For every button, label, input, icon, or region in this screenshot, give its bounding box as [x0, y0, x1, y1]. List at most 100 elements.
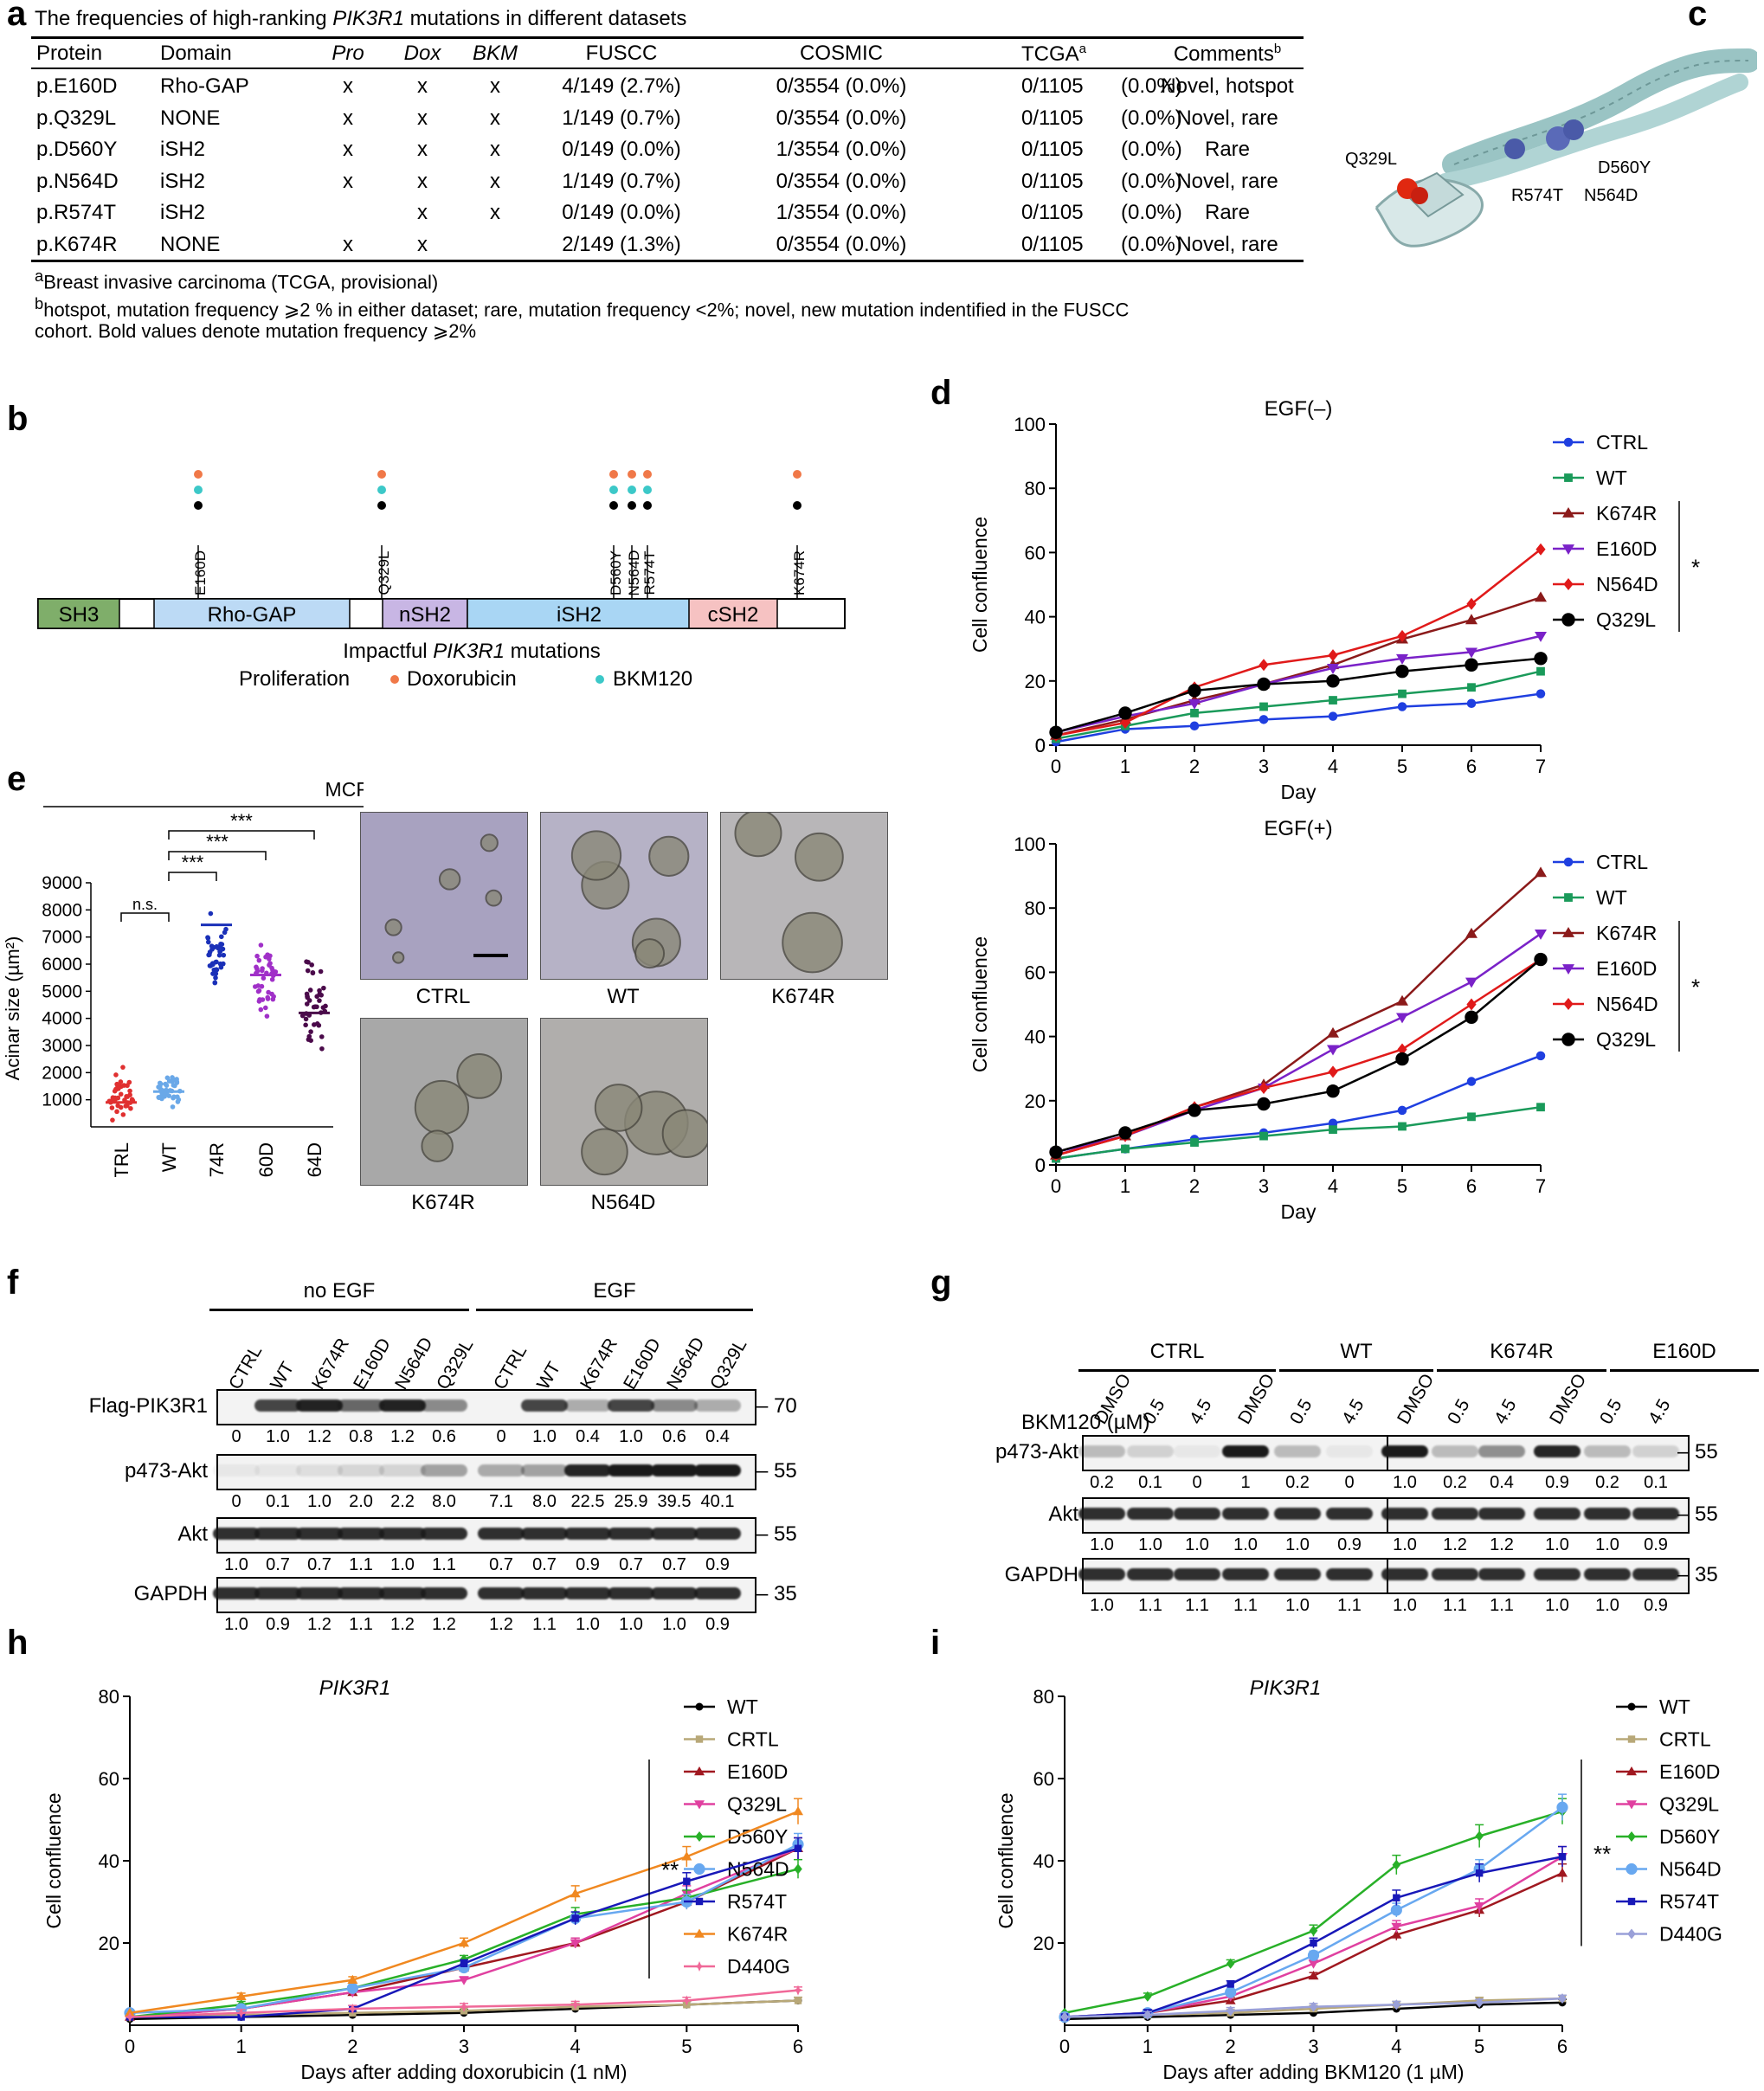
micrograph-label: N564D	[590, 1191, 656, 1214]
data-point	[109, 1105, 115, 1110]
data-point	[110, 1117, 115, 1123]
data-point	[1308, 1971, 1319, 1980]
domain-csh2	[688, 598, 778, 629]
table-cell: x	[343, 232, 353, 256]
row-label: Akt	[1048, 1502, 1078, 1526]
series-line	[1055, 634, 1542, 734]
acinus	[480, 833, 499, 852]
acinus	[594, 1084, 643, 1132]
series-line	[1055, 692, 1542, 743]
legend-d440g: D440G	[1659, 1923, 1722, 1946]
acinus	[438, 868, 461, 891]
domain-label: nSH2	[399, 603, 451, 627]
legend-crtl: CRTL	[727, 1728, 779, 1751]
lane-label: 0.5	[1596, 1395, 1626, 1428]
data-point	[1396, 994, 1408, 1006]
chart-title: MCF-10A 3-D culture (Day 11)	[325, 778, 364, 801]
data-point	[570, 1939, 581, 1948]
acinus	[570, 830, 622, 881]
y-tick-label: 20	[1033, 1933, 1054, 1954]
group-label: WT	[1340, 1340, 1373, 1363]
band	[1274, 1508, 1321, 1520]
quant-value: 1.0	[1233, 1535, 1258, 1554]
band	[1478, 1568, 1525, 1580]
data-point	[794, 1997, 802, 2004]
table-cell: 1/3554 (0.0%)	[776, 138, 907, 161]
data-point	[259, 983, 265, 989]
y-tick-label: 40	[1025, 1026, 1046, 1048]
quant-value: 0.9	[1337, 1535, 1362, 1554]
series-line	[1055, 1054, 1542, 1160]
data-point	[221, 952, 227, 958]
band	[254, 1399, 301, 1412]
series-line	[1055, 1105, 1542, 1160]
table-cell: iSH2	[160, 169, 206, 193]
data-point	[309, 962, 314, 968]
series-d440g	[1060, 1993, 1567, 2023]
acinus	[581, 1128, 628, 1176]
data-point	[681, 1851, 692, 1861]
significance-label: ***	[230, 810, 253, 832]
band	[1432, 1568, 1478, 1580]
y-tick-label: 5000	[42, 981, 82, 1001]
d560y-sphere	[1563, 119, 1584, 140]
domain-rho-gap	[153, 598, 351, 629]
legend-r574t: R574T	[1659, 1890, 1719, 1913]
lane-label: K674R	[308, 1335, 354, 1393]
table-cell: x	[343, 138, 353, 161]
x-tick-label: 1	[1143, 2036, 1153, 2057]
quant-value: 1.0	[307, 1492, 332, 1511]
band	[694, 1464, 741, 1477]
quant-value: 0.7	[307, 1555, 332, 1574]
band	[1222, 1568, 1269, 1580]
data-point	[256, 999, 262, 1004]
data-point	[1562, 507, 1574, 518]
x-tick-label: 1	[1120, 1175, 1130, 1197]
data-point	[162, 1093, 168, 1099]
table-cell: x	[343, 74, 353, 98]
mutation-dot	[194, 501, 203, 510]
data-point	[1398, 689, 1407, 698]
series-q329l	[1049, 952, 1548, 1159]
data-point	[212, 980, 218, 986]
lane-label: 4.5	[1490, 1395, 1521, 1428]
band	[379, 1528, 426, 1540]
band	[421, 1464, 467, 1477]
y-tick-label: 60	[1025, 962, 1046, 983]
quant-value: 0.9	[1545, 1473, 1569, 1492]
x-axis-label: Day	[1281, 1200, 1317, 1223]
legend-e160d: E160D	[727, 1760, 788, 1783]
data-point	[1398, 1122, 1407, 1131]
quant-value: 0.9	[1644, 1535, 1668, 1554]
data-point	[1307, 1949, 1320, 1961]
mw-marker: – 35	[756, 1582, 797, 1605]
data-point	[267, 953, 273, 959]
legend-q329l: Q329L	[1659, 1793, 1719, 1816]
lane-label: N564D	[391, 1334, 437, 1393]
significance-marker: *	[1691, 555, 1700, 581]
table-cell: 1/149 (0.7%)	[562, 106, 681, 130]
data-point	[695, 1897, 704, 1906]
micrograph-k674r	[360, 1018, 528, 1186]
domain-nsh2	[382, 598, 468, 629]
row-label: GAPDH	[1004, 1563, 1078, 1586]
y-tick-label: 20	[99, 1933, 119, 1954]
significance-marker: **	[661, 1857, 679, 1883]
legend-q329l: Q329L	[1596, 608, 1656, 631]
scatter-ctrl	[106, 1065, 137, 1123]
data-point	[1329, 696, 1337, 705]
quant-value: 1.1	[349, 1615, 373, 1634]
label-d560y: D560Y	[1598, 158, 1651, 177]
data-point	[1535, 689, 1546, 698]
table-cell: 1/149 (0.7%)	[562, 169, 681, 193]
band	[521, 1399, 568, 1412]
band	[1432, 1508, 1478, 1520]
data-point	[1564, 473, 1573, 482]
x-tick-label: E160D	[255, 1142, 277, 1177]
band	[1534, 1568, 1581, 1580]
lane-label: E160D	[620, 1335, 666, 1393]
y-tick-label: 60	[1025, 542, 1046, 563]
data-point	[213, 975, 218, 981]
row-label: GAPDH	[133, 1582, 208, 1605]
x-tick-label: 5	[1474, 2036, 1484, 2057]
